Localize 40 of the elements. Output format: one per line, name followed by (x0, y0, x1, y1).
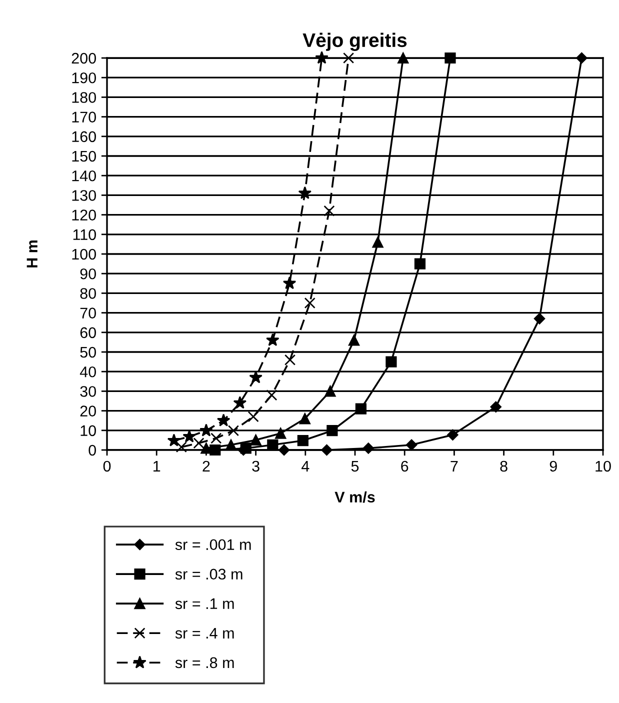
y-tick-label: 120 (72, 210, 96, 220)
chart-title: Vėjo greitis (302, 32, 407, 52)
legend-label: sr = .001 m (175, 539, 251, 550)
x-tick-label: 2 (202, 460, 210, 472)
y-tick-label: 90 (80, 268, 96, 280)
x-tick-label: 9 (550, 460, 557, 472)
y-tick-label: 170 (72, 112, 96, 122)
y-tick-label: 190 (72, 72, 96, 84)
x-tick-label: 3 (252, 460, 260, 472)
y-tick-label: 180 (72, 92, 96, 103)
y-tick-label: 100 (72, 248, 96, 260)
x-tick-label: 1 (154, 460, 160, 472)
legend-label: sr = .1 m (175, 598, 234, 610)
y-tick-label: 40 (80, 366, 96, 378)
x-tick-label: 7 (450, 460, 458, 472)
legend-label: sr = .03 m (175, 568, 242, 580)
y-tick-label: 30 (80, 386, 96, 397)
y-tick-label: 150 (72, 150, 96, 162)
y-tick-label: 10 (80, 425, 96, 436)
y-tick-label: 0 (88, 444, 96, 456)
x-tick-label: 5 (351, 460, 359, 472)
x-axis-title: V m/s (334, 491, 375, 503)
y-tick-label: 70 (80, 308, 96, 318)
y-tick-label: 130 (72, 190, 96, 201)
y-axis-title: H m (26, 240, 38, 268)
y-tick-label: 140 (72, 170, 96, 182)
y-tick-label: 50 (80, 346, 96, 358)
x-tick-label: 4 (302, 460, 310, 472)
x-tick-label: 0 (103, 460, 111, 472)
x-tick-label: 6 (401, 460, 408, 472)
y-tick-label: 200 (72, 52, 96, 64)
x-tick-label: 8 (500, 460, 508, 472)
x-tick-label: 10 (596, 460, 611, 472)
legend-label: sr = .8 m (175, 657, 234, 668)
y-tick-label: 110 (73, 229, 96, 240)
y-tick-label: 60 (80, 327, 96, 338)
y-tick-label: 160 (72, 131, 96, 142)
y-tick-label: 20 (80, 406, 96, 416)
legend-label: sr = .4 m (175, 628, 234, 639)
y-tick-label: 80 (80, 288, 96, 299)
